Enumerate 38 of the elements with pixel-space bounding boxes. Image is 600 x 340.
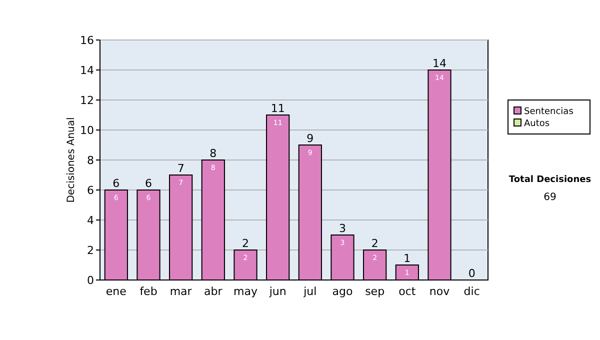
x-tick-label: jun xyxy=(268,285,286,298)
x-tick-label: nov xyxy=(429,285,450,298)
total-label: 9 xyxy=(306,132,314,145)
x-tick-label: mar xyxy=(170,285,192,298)
text: Total Decisiones xyxy=(508,175,592,185)
total-label: 1 xyxy=(404,252,411,265)
x-tick-label: jul xyxy=(302,285,317,298)
text: 69 xyxy=(544,192,556,203)
legend-label: Sentencias xyxy=(524,107,574,117)
total-label: 2 xyxy=(371,237,378,250)
y-axis-title: Decisiones Anual xyxy=(66,117,77,203)
total-label: 11 xyxy=(270,102,285,115)
y-tick-label: 2 xyxy=(87,244,94,257)
total-label: 2 xyxy=(242,237,249,250)
total-label: 6 xyxy=(112,177,120,190)
y-tick-label: 10 xyxy=(80,124,94,137)
y-tick-label: 4 xyxy=(87,214,94,227)
y-tick-label: 8 xyxy=(87,154,94,167)
y-tick-label: 12 xyxy=(80,94,94,107)
x-tick-label: ago xyxy=(332,285,353,298)
x-tick-label: abr xyxy=(204,285,223,298)
x-tick-label: ene xyxy=(106,285,127,298)
x-tick-label: sep xyxy=(365,285,385,298)
y-tick-label: 0 xyxy=(87,274,94,287)
total-label: 7 xyxy=(177,162,184,175)
y-tick-label: 14 xyxy=(80,64,94,77)
x-tick-label: oct xyxy=(398,285,416,298)
total-label: 6 xyxy=(145,177,152,190)
y-tick-label: 16 xyxy=(80,34,94,47)
x-tick-label: feb xyxy=(140,285,158,298)
total-label: 0 xyxy=(468,267,476,280)
y-tick-label: 6 xyxy=(87,184,94,197)
x-tick-label: may xyxy=(234,285,258,298)
legend-label: Autos xyxy=(524,119,550,129)
total-label: 8 xyxy=(210,147,217,160)
total-label: 3 xyxy=(339,222,346,235)
x-tick-label: dic xyxy=(464,285,480,298)
total-label: 14 xyxy=(432,57,446,70)
